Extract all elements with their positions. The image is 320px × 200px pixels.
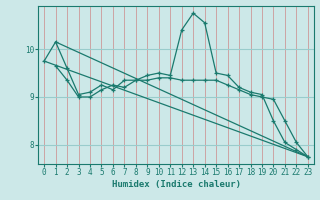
X-axis label: Humidex (Indice chaleur): Humidex (Indice chaleur) — [111, 180, 241, 189]
